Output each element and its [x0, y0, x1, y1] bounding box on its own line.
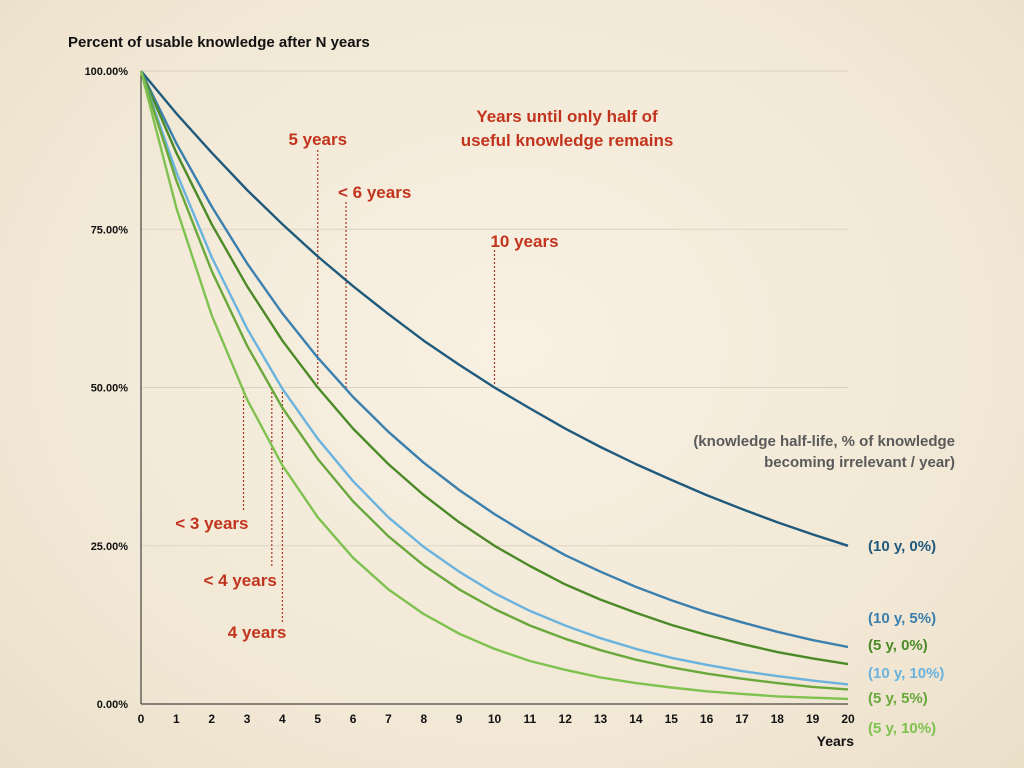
x-tick-label: 8 [420, 712, 427, 726]
x-axis-ticks: 0 1 2 3 4 5 6 7 8 9 10 11 12 13 14 15 16 17 18 19 20 [138, 712, 855, 726]
x-tick-label: 15 [665, 712, 679, 726]
legend-note-line2: becoming irrelevant / year) [764, 454, 955, 471]
marker-label: 4 years [228, 623, 287, 642]
x-tick-label: 7 [385, 712, 392, 726]
x-tick-label: 9 [456, 712, 463, 726]
x-tick-label: 6 [350, 712, 357, 726]
series-label: (5 y, 10%) [868, 720, 936, 737]
legend-note-line1: (knowledge half-life, % of knowledge [693, 433, 955, 450]
x-tick-label: 19 [806, 712, 820, 726]
y-tick-label: 50.00% [91, 383, 129, 395]
y-axis-ticks: 0.00% 25.00% 50.00% 75.00% 100.00% [85, 66, 129, 711]
x-tick-label: 12 [559, 712, 573, 726]
x-tick-label: 3 [244, 712, 251, 726]
annotation-heading-line1: Years until only half of [476, 107, 658, 126]
x-tick-label: 5 [314, 712, 321, 726]
x-tick-label: 1 [173, 712, 180, 726]
x-tick-label: 2 [208, 712, 215, 726]
series-line [139, 70, 849, 686]
x-axis-label: Years [817, 733, 855, 749]
y-tick-label: 0.00% [97, 699, 128, 711]
series-label: (5 y, 5%) [868, 690, 928, 707]
x-tick-label: 11 [524, 712, 537, 726]
series-label: (5 y, 0%) [868, 637, 928, 654]
y-tick-label: 75.00% [91, 224, 129, 236]
half-life-markers: 5 years < 6 years 10 years < 3 years < 4 yea… [175, 130, 558, 642]
x-tick-label: 0 [138, 712, 145, 726]
x-tick-label: 4 [279, 712, 286, 726]
marker-label: < 3 years [175, 514, 248, 533]
x-tick-label: 14 [629, 712, 643, 726]
x-tick-label: 18 [771, 712, 785, 726]
chart-title: Percent of usable knowledge after N year… [68, 34, 370, 51]
marker-label: 10 years [490, 232, 558, 251]
series-line [139, 70, 849, 701]
series-line [140, 70, 849, 547]
marker-label: 5 years [288, 130, 347, 149]
x-tick-label: 17 [735, 712, 749, 726]
y-tick-label: 25.00% [91, 541, 129, 553]
marker-label: < 4 years [204, 571, 277, 590]
series-label: (10 y, 0%) [868, 538, 936, 555]
series-lines [139, 70, 849, 701]
series-line [139, 70, 849, 691]
series-line [139, 70, 849, 666]
series-label: (10 y, 10%) [868, 665, 944, 682]
x-tick-label: 20 [841, 712, 855, 726]
x-tick-label: 10 [488, 712, 502, 726]
marker-label: < 6 years [338, 183, 411, 202]
series-line [139, 70, 849, 649]
x-tick-label: 16 [700, 712, 714, 726]
x-tick-label: 13 [594, 712, 608, 726]
series-labels: (10 y, 0%) (10 y, 5%) (5 y, 0%) (10 y, 10%)… [868, 538, 944, 737]
annotation-heading-line2: useful knowledge remains [461, 131, 674, 150]
y-tick-label: 100.00% [85, 66, 129, 78]
series-label: (10 y, 5%) [868, 610, 936, 627]
axes [140, 71, 848, 705]
